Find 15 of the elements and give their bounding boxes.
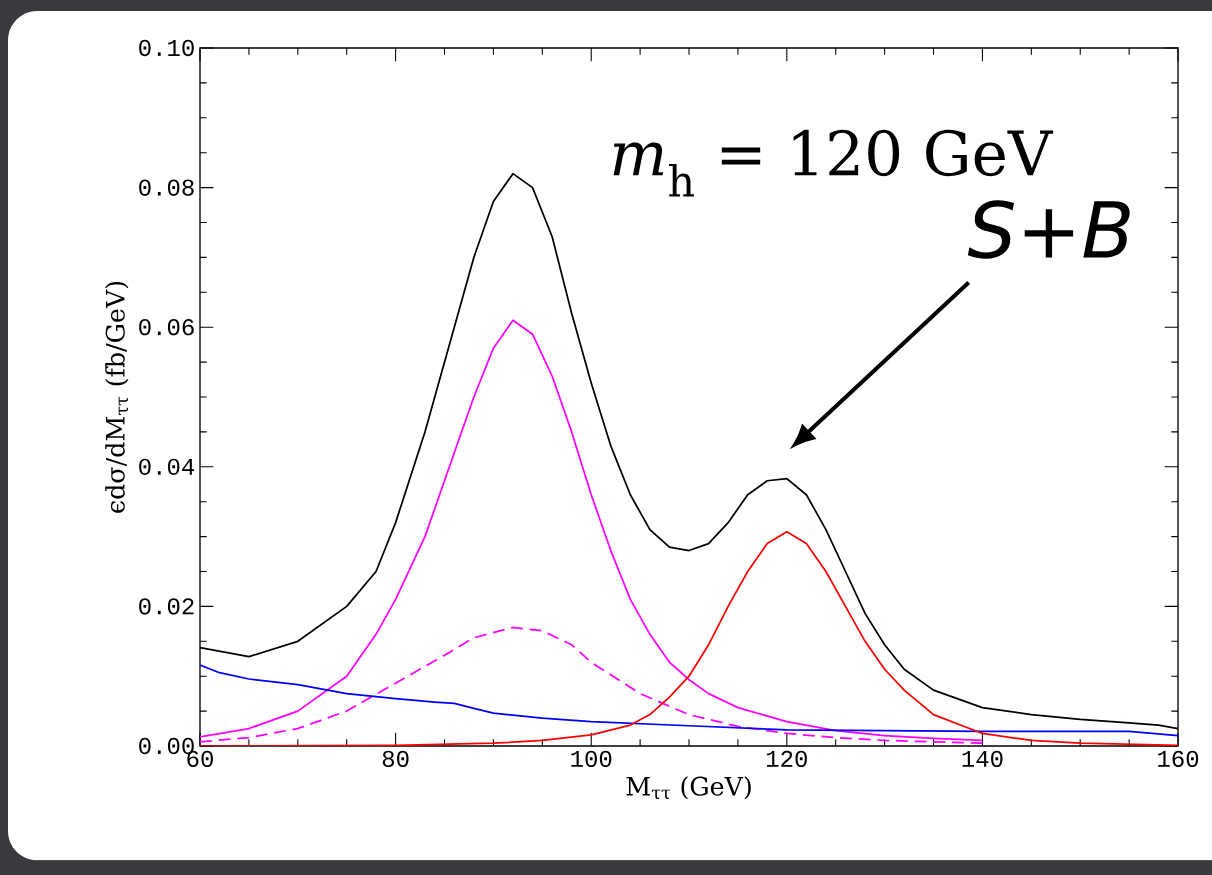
- x-tick-label: 140: [962, 750, 1003, 767]
- y-tick-label: 0.10: [139, 39, 194, 57]
- y-axis-title: ϵdσ/dM$_{ττ}$ (fb/GeV): [105, 281, 129, 513]
- y-tick-label: 0.08: [139, 179, 194, 196]
- y-tick-label: 0.04: [139, 458, 195, 475]
- x-tick-label: 160: [1158, 750, 1199, 767]
- x-axis-title: M$_{ττ}$ (GeV): [626, 776, 751, 800]
- x-tick-label: 100: [571, 750, 612, 767]
- y-tick-label: 0.06: [139, 319, 194, 336]
- x-tick-label: 80: [382, 750, 409, 767]
- line-series: [200, 530, 1179, 746]
- y-tick-label: 0.02: [139, 598, 194, 615]
- annotation: S+B: [967, 200, 1130, 259]
- annotation: m$_{h}$ = 120 GeV: [613, 129, 1054, 197]
- x-tick-label: 120: [766, 750, 807, 767]
